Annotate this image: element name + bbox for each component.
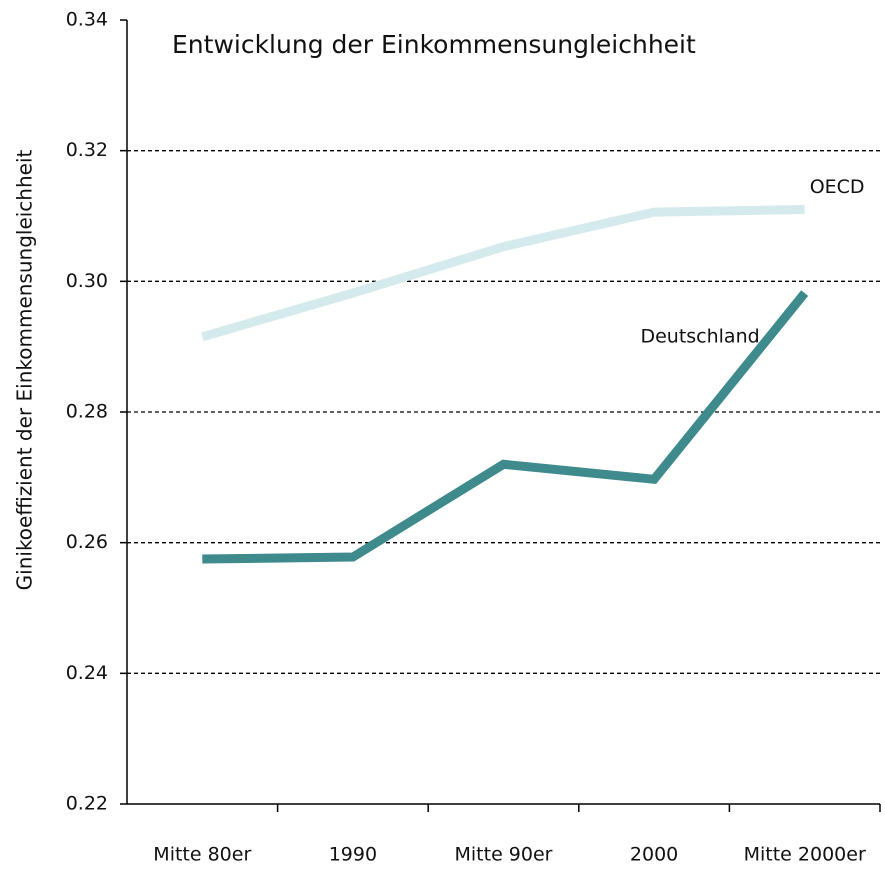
series-label: Deutschland [640, 326, 759, 348]
x-tick-label: Mitte 2000er [744, 844, 866, 866]
x-tick-label: Mitte 80er [153, 844, 251, 866]
y-tick-label: 0.24 [66, 662, 108, 684]
x-tick-label: Mitte 90er [455, 844, 553, 866]
y-tick-label: 0.30 [66, 270, 108, 292]
line [201, 204, 805, 342]
x-tick-label: 2000 [630, 844, 678, 866]
chart-title: Entwicklung der Einkommensungleichheit [172, 30, 696, 59]
line [202, 290, 809, 564]
y-tick-label: 0.32 [66, 139, 108, 161]
y-tick-label: 0.22 [66, 793, 108, 815]
y-tick-label: 0.28 [66, 401, 108, 423]
series-label: OECD [810, 176, 865, 198]
y-tick-label: 0.26 [66, 531, 108, 553]
y-axis-label: Ginikoeffizient der Einkommensungleichhe… [13, 149, 37, 590]
x-tick-label: 1990 [329, 844, 377, 866]
y-tick-label: 0.34 [66, 9, 108, 31]
